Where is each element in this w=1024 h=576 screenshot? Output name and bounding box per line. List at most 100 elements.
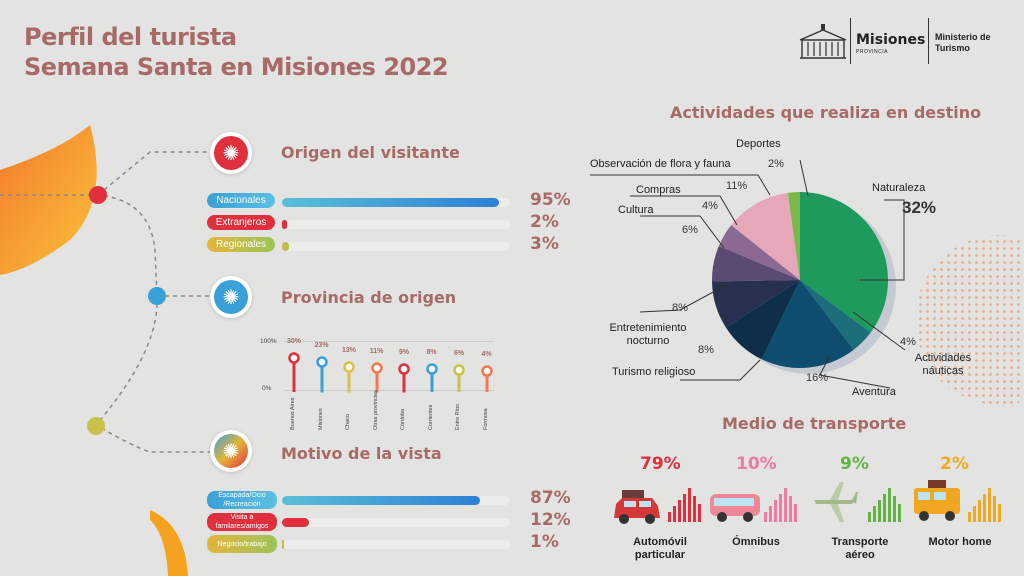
prov-pin <box>315 355 328 392</box>
motivo-pill: Escapada/Ocio /Recreación <box>207 491 277 509</box>
transporte-mini-bar <box>998 504 1001 522</box>
transporte-mini-bar <box>688 488 691 522</box>
origen-value: 2% <box>530 212 559 232</box>
motivo-track <box>282 496 510 505</box>
prov-value: 9% <box>398 348 410 356</box>
logo: Misiones PROVINCIA Ministerio de Turismo <box>798 18 1008 64</box>
prov-pin <box>343 360 355 392</box>
motivo-pill: Visita a familares/amigos <box>207 513 277 531</box>
pie-value: 8% <box>672 302 688 314</box>
prov-pin <box>453 364 465 392</box>
prov-value: 11% <box>369 347 384 355</box>
transporte-mini-bar <box>668 512 671 522</box>
pie-value: 4% <box>900 336 916 348</box>
transporte-mini-bar <box>868 512 871 522</box>
pie-slice <box>718 225 800 280</box>
sun-icon: ✺ <box>214 280 248 314</box>
title-line-2: Semana Santa en Misiones 2022 <box>24 53 449 81</box>
pie-value: 11% <box>726 180 748 192</box>
origen-track <box>282 242 510 251</box>
transporte-label: Ómnibus <box>732 536 780 548</box>
motivo-bar <box>282 496 481 505</box>
motivo-value: 1% <box>530 532 559 552</box>
transporte-mini-bar <box>693 496 696 522</box>
prov-value: 4% <box>481 351 492 358</box>
pie-value: 32% <box>902 198 937 217</box>
pie-label: Compras <box>636 184 681 196</box>
page-title: Perfil del turista Semana Santa en Misio… <box>24 22 449 82</box>
pie-value: 8% <box>698 344 714 356</box>
pie-slice <box>712 245 800 282</box>
pie-label: Naturaleza <box>872 182 926 194</box>
transporte-value: 79% <box>640 454 681 474</box>
prov-label: Chaco <box>345 414 351 430</box>
actividades-pie <box>712 192 896 374</box>
pie-label: Observación de flora y fauna <box>590 158 731 170</box>
section-title-transporte: Medio de transporte <box>722 414 907 433</box>
transporte-mini-bar <box>883 494 886 522</box>
section-title-origen: Origen del visitante <box>281 143 460 162</box>
transporte-mini-bar <box>873 506 876 522</box>
prov-pin <box>370 361 383 392</box>
motivo-bar <box>282 540 285 549</box>
motivo-value: 12% <box>530 510 571 530</box>
section-title-actividades: Actividades que realiza en destino <box>670 103 982 122</box>
prov-value: 8% <box>426 349 437 356</box>
transporte-label: Transporte aéreo <box>831 536 889 561</box>
prov-value: 23% <box>314 341 329 349</box>
prov-pin <box>425 363 438 392</box>
title-line-1: Perfil del turista <box>24 23 237 51</box>
motivo-track <box>282 518 510 527</box>
logo-ministry: Ministerio de Turismo <box>935 32 991 53</box>
pie-label: Cultura <box>618 204 654 216</box>
pie-value: 6% <box>682 224 698 236</box>
origen-value: 3% <box>530 234 559 254</box>
section-title-motivo: Motivo de la vista <box>281 444 442 463</box>
transporte-mini-bar <box>993 496 996 522</box>
transporte-mini-bar <box>794 504 797 522</box>
transporte-mini-bar <box>878 500 881 522</box>
prov-label: Entre Ríos <box>455 404 461 430</box>
origen-track <box>282 198 510 207</box>
pie-label: Entretenimiento nocturno <box>609 322 687 347</box>
transporte-mini-bar <box>779 494 782 522</box>
pie-slice <box>725 280 800 360</box>
section-title-provincia: Provincia de origen <box>281 288 457 307</box>
provincia-badge: ✺ <box>210 276 252 318</box>
pie-label: Aventura <box>852 386 896 398</box>
motivo-bar <box>282 518 310 527</box>
pie-label: Turismo religioso <box>612 366 696 378</box>
origen-pill: Nacionales <box>207 193 275 208</box>
origen-badge: ✺ <box>210 132 252 174</box>
prov-value: 6% <box>453 350 465 357</box>
transporte-mini-bar <box>784 488 787 522</box>
prov-pin <box>288 352 300 392</box>
prov-label: Corrientes <box>427 404 434 430</box>
origen-value: 95% <box>530 190 571 210</box>
car-icon <box>614 490 660 524</box>
transporte-value: 2% <box>940 454 969 474</box>
pie-slice <box>712 280 800 328</box>
origen-bar <box>282 242 289 251</box>
transporte-mini-bar <box>789 496 792 522</box>
bus-icon <box>710 494 760 522</box>
origen-pill: Extranjeros <box>207 215 275 230</box>
transporte-mini-bar <box>888 488 891 522</box>
prov-label: Córdoba <box>400 408 406 430</box>
prov-pin <box>480 365 493 392</box>
transporte-mini-bar <box>769 506 772 522</box>
motivo-track <box>282 540 510 549</box>
transporte-mini-bar <box>983 494 986 522</box>
pie-label: Actividades náuticas <box>914 352 972 377</box>
prov-label: Otras provincias <box>372 390 379 430</box>
prov-label: Buenos Aires <box>290 397 296 430</box>
transporte-value: 10% <box>736 454 777 474</box>
logo-brand: Misiones <box>856 32 926 48</box>
transporte-mini-bar <box>774 500 777 522</box>
transporte-label: Automóvil particular <box>633 536 687 561</box>
transporte-mini-bar <box>968 512 971 522</box>
transporte-mini-bar <box>893 496 896 522</box>
transporte-mini-bar <box>764 512 767 522</box>
transporte-mini-bar <box>898 504 901 522</box>
